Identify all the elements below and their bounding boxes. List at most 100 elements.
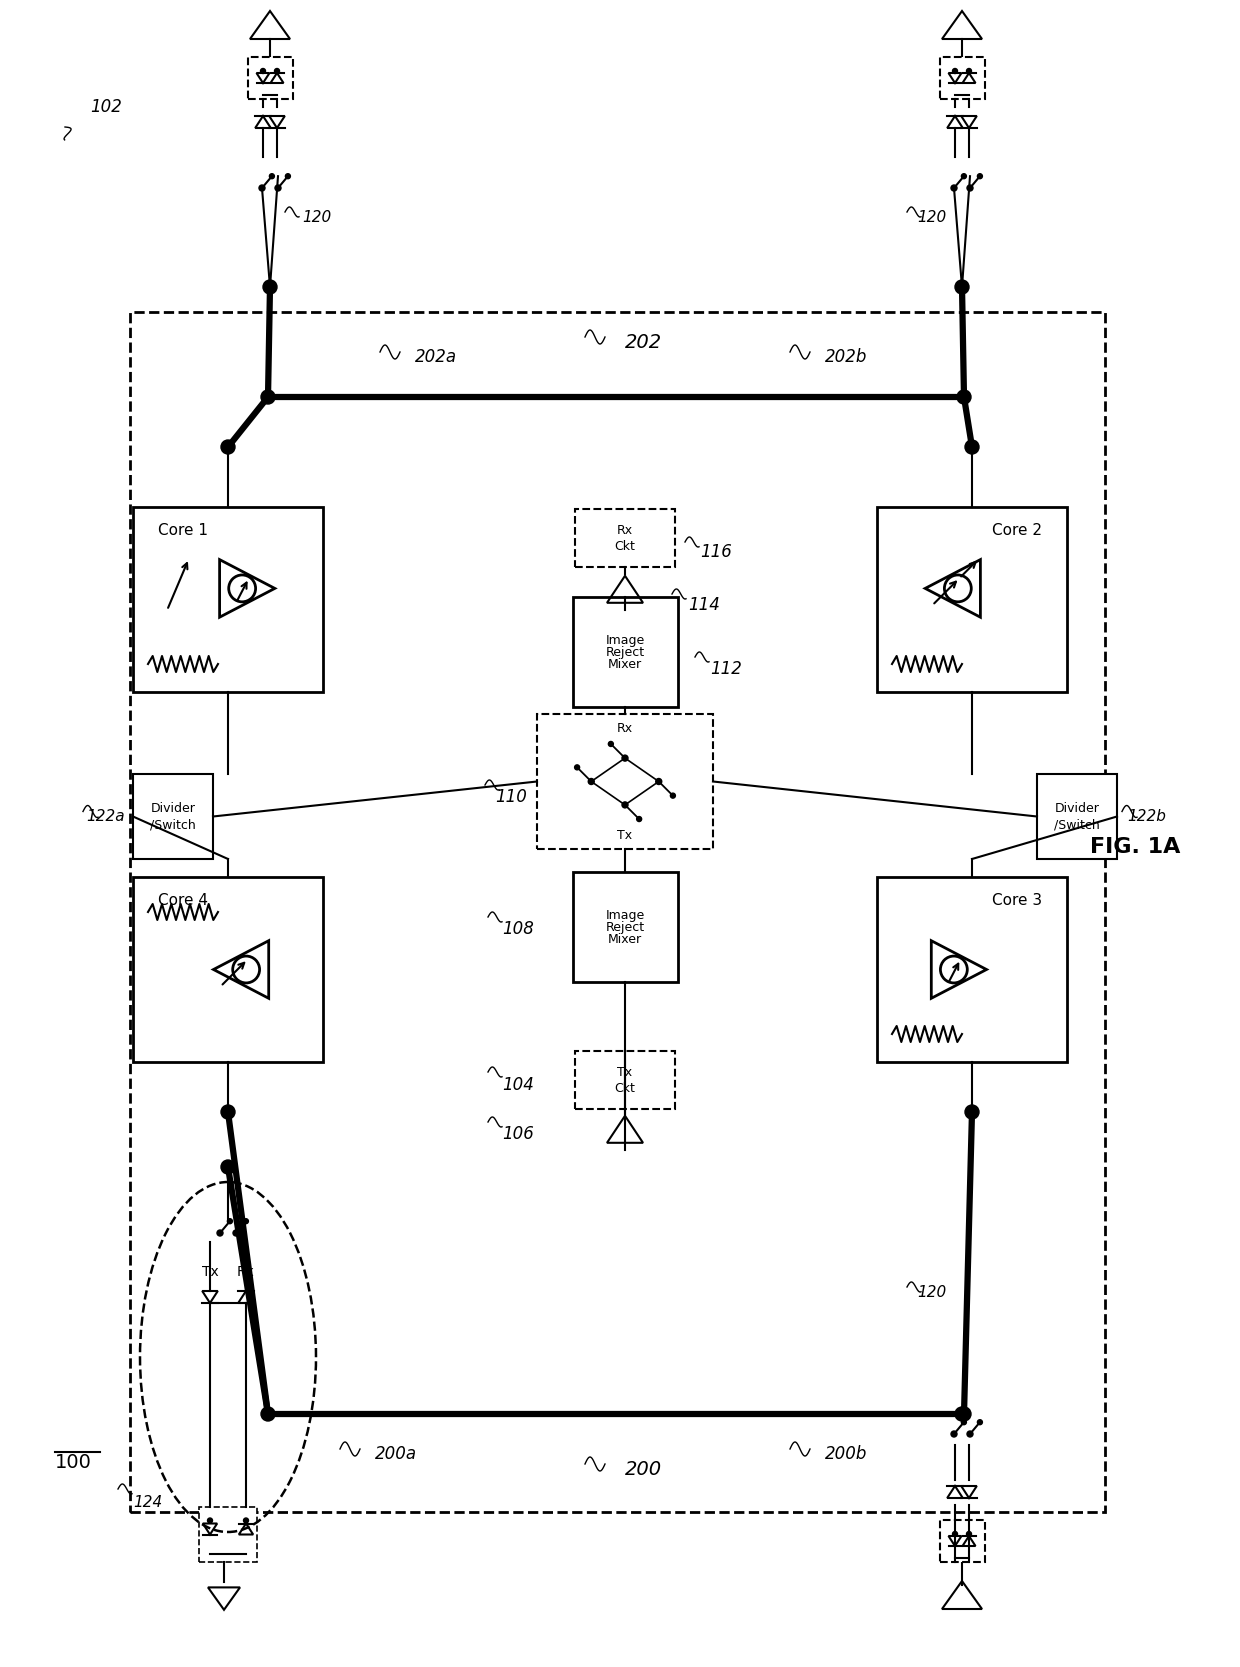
Text: 202: 202: [625, 332, 662, 352]
Text: Reject: Reject: [605, 645, 645, 658]
Circle shape: [227, 1219, 232, 1224]
Text: Rx: Rx: [618, 523, 634, 537]
Text: Divider: Divider: [1054, 802, 1100, 815]
Text: 202a: 202a: [415, 348, 458, 367]
Bar: [940, 57, 985, 98]
Text: 108: 108: [502, 920, 534, 939]
Circle shape: [967, 1430, 973, 1437]
Circle shape: [285, 173, 290, 178]
Bar: [573, 597, 677, 707]
Text: 200: 200: [625, 1460, 662, 1479]
Circle shape: [671, 793, 676, 798]
Text: Mixer: Mixer: [608, 657, 642, 670]
Circle shape: [221, 1105, 236, 1119]
Text: 120: 120: [303, 210, 331, 225]
Text: 116: 116: [701, 543, 732, 562]
Bar: [130, 312, 1105, 1512]
Circle shape: [955, 1407, 968, 1420]
Circle shape: [260, 1407, 275, 1420]
Circle shape: [260, 68, 265, 73]
Circle shape: [967, 185, 973, 192]
Text: Ckt: Ckt: [615, 1082, 635, 1095]
Circle shape: [221, 1160, 236, 1174]
Text: Core 4: Core 4: [157, 894, 208, 909]
Bar: [573, 872, 677, 982]
Bar: [133, 877, 322, 1062]
Circle shape: [957, 390, 971, 403]
Circle shape: [243, 1519, 248, 1524]
Text: 120: 120: [918, 1285, 947, 1300]
Circle shape: [269, 173, 274, 178]
Circle shape: [609, 742, 614, 747]
Text: 114: 114: [688, 597, 720, 613]
Bar: [537, 713, 713, 849]
Circle shape: [259, 185, 265, 192]
Text: Image: Image: [605, 909, 645, 922]
Circle shape: [951, 185, 957, 192]
Circle shape: [952, 1532, 957, 1537]
Circle shape: [656, 778, 662, 785]
Bar: [877, 877, 1066, 1062]
Circle shape: [588, 778, 594, 785]
Circle shape: [965, 440, 980, 453]
Circle shape: [636, 817, 641, 822]
Text: 122b: 122b: [1127, 808, 1166, 823]
Text: Reject: Reject: [605, 920, 645, 934]
Text: /Switch: /Switch: [150, 818, 196, 832]
Circle shape: [275, 185, 281, 192]
Circle shape: [217, 1230, 223, 1235]
Text: 122a: 122a: [87, 808, 125, 823]
Circle shape: [221, 440, 236, 453]
Circle shape: [977, 173, 982, 178]
Text: Ckt: Ckt: [615, 540, 635, 552]
Circle shape: [243, 1219, 248, 1224]
Circle shape: [961, 1420, 966, 1425]
Text: Rx: Rx: [618, 722, 634, 735]
Text: 200b: 200b: [825, 1445, 867, 1464]
Circle shape: [951, 1430, 957, 1437]
Bar: [133, 507, 322, 692]
Text: 106: 106: [502, 1125, 534, 1144]
Text: 104: 104: [502, 1075, 534, 1094]
Text: FIG. 1A: FIG. 1A: [1090, 837, 1180, 857]
Text: 100: 100: [55, 1452, 92, 1472]
Circle shape: [966, 68, 971, 73]
Circle shape: [274, 68, 279, 73]
Text: Divider: Divider: [150, 802, 196, 815]
Circle shape: [965, 1105, 980, 1119]
Text: Tx: Tx: [618, 828, 632, 842]
Text: 110: 110: [495, 788, 527, 807]
Bar: [1037, 773, 1117, 859]
Text: Tx: Tx: [618, 1065, 632, 1079]
Circle shape: [622, 802, 627, 808]
Text: 124: 124: [133, 1495, 162, 1510]
Text: 102: 102: [91, 98, 122, 117]
Circle shape: [961, 173, 966, 178]
Text: 202b: 202b: [825, 348, 867, 367]
Bar: [248, 57, 293, 98]
Circle shape: [263, 280, 277, 293]
Circle shape: [957, 1407, 971, 1420]
Circle shape: [966, 1532, 971, 1537]
Text: Rx: Rx: [237, 1265, 255, 1279]
Text: Image: Image: [605, 633, 645, 647]
Text: 120: 120: [918, 210, 947, 225]
Circle shape: [952, 68, 957, 73]
Text: 112: 112: [711, 660, 742, 678]
Circle shape: [260, 390, 275, 403]
Circle shape: [574, 765, 579, 770]
Circle shape: [233, 1230, 239, 1235]
Text: Core 3: Core 3: [992, 894, 1042, 909]
Text: 200a: 200a: [374, 1445, 417, 1464]
Circle shape: [207, 1519, 212, 1524]
Circle shape: [622, 755, 627, 762]
Text: Tx: Tx: [202, 1265, 218, 1279]
Bar: [575, 508, 675, 567]
Bar: [940, 1520, 985, 1562]
Circle shape: [977, 1420, 982, 1425]
Text: Core 2: Core 2: [992, 523, 1042, 538]
Circle shape: [955, 280, 968, 293]
Text: Core 1: Core 1: [157, 523, 208, 538]
Bar: [133, 773, 213, 859]
Bar: [877, 507, 1066, 692]
